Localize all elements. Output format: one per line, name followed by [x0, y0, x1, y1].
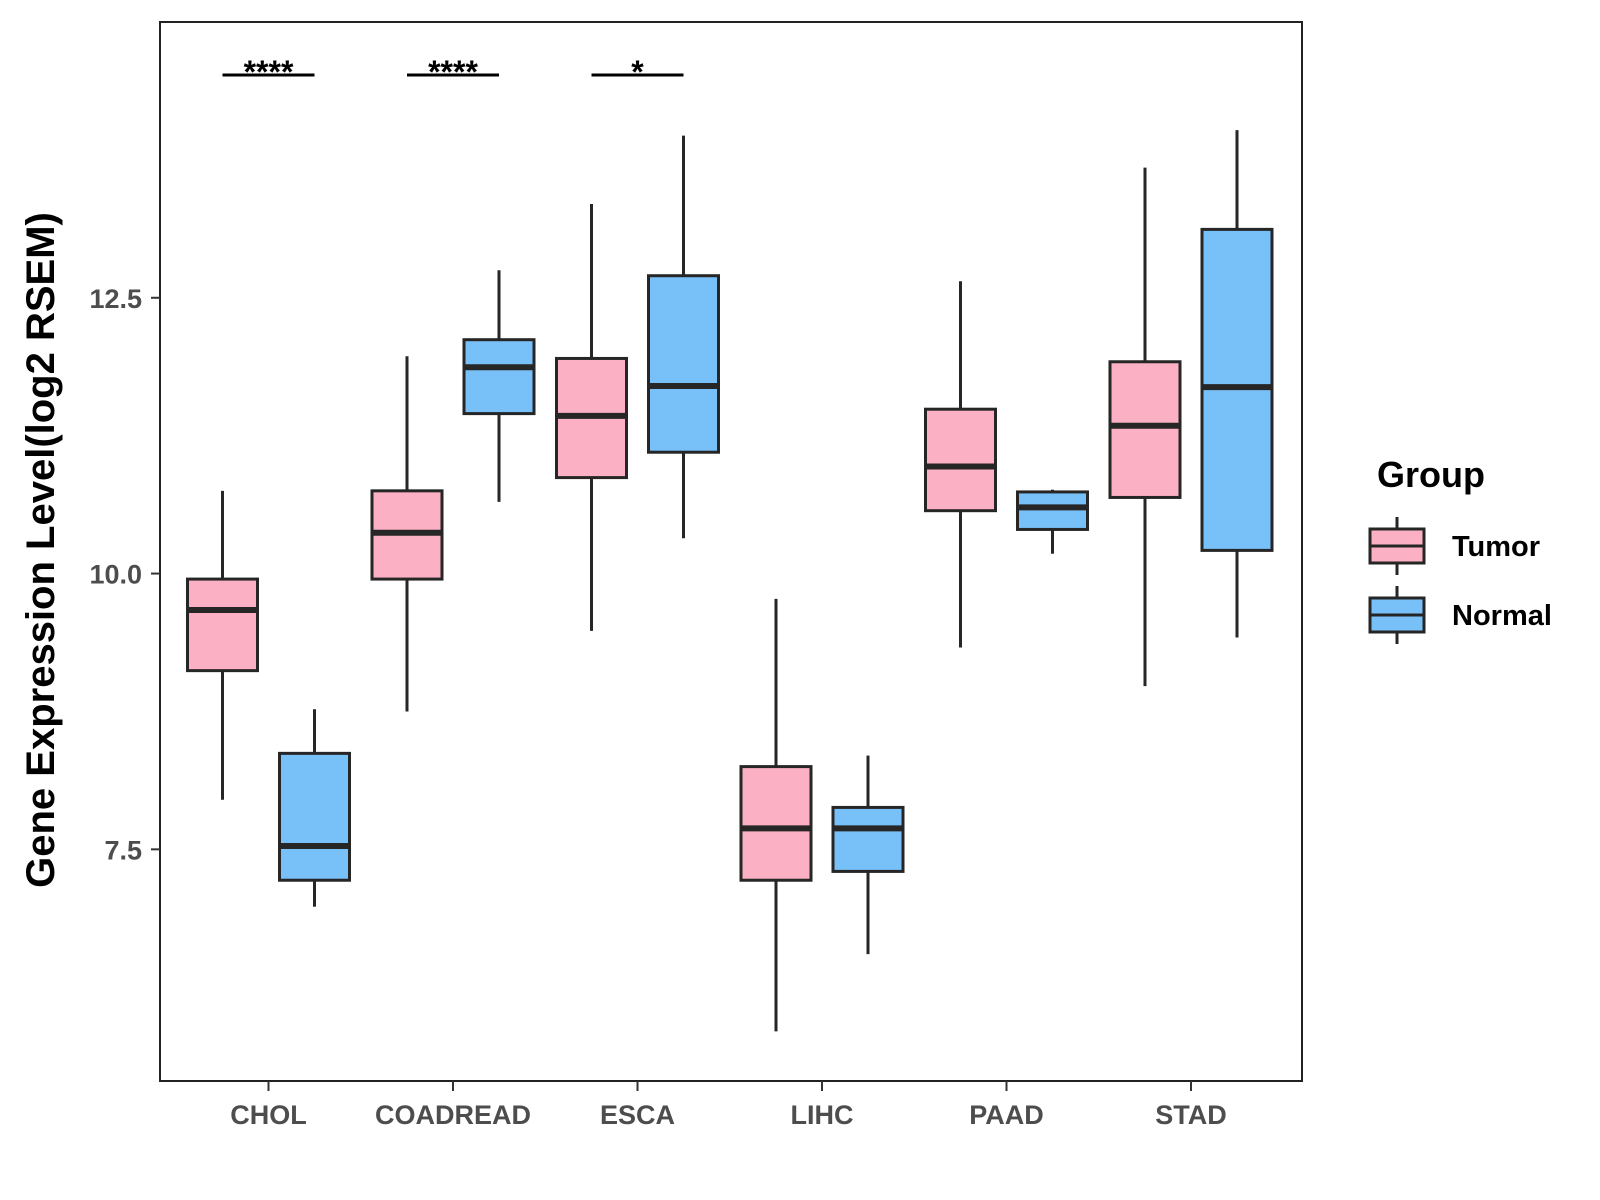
x-tick-label-coadread: COADREAD	[375, 1100, 531, 1130]
box-tumor-stad	[1108, 360, 1182, 499]
y-axis-label: Gene Expression Level(log2 RSEM)	[19, 212, 63, 888]
sig-label-coadread: ****	[428, 54, 478, 90]
x-tick-label-lihc: LIHC	[791, 1100, 854, 1130]
box-normal-chol	[278, 751, 351, 882]
legend-items: Tumor Normal	[1368, 517, 1552, 644]
whiskers	[221, 130, 1239, 1032]
legend: Group Tumor Normal	[1368, 454, 1552, 644]
x-tick-label-esca: ESCA	[600, 1100, 675, 1130]
sig-label-chol: ****	[244, 54, 294, 90]
medians	[187, 364, 1272, 850]
y-tick-label: 7.5	[104, 835, 142, 865]
panel-border	[159, 21, 1303, 1082]
legend-label-tumor: Tumor	[1452, 531, 1540, 563]
box-tumor-chol	[186, 577, 259, 673]
box-normal-esca	[647, 274, 720, 454]
legend-title: Group	[1377, 454, 1485, 495]
x-tick-label-stad: STAD	[1155, 1100, 1227, 1130]
box-tumor-lihc	[739, 765, 813, 882]
y-tick-label: 10.0	[89, 560, 142, 590]
box-normal-coadread	[462, 338, 536, 416]
axes: 7.5 10.0 12.5 CHOL COADREAD ESCA LIHC PAAD STAD	[89, 284, 1226, 1130]
sig-label-esca: *	[631, 54, 644, 90]
box-tumor-paad	[924, 407, 997, 513]
y-tick-label: 12.5	[89, 284, 142, 314]
box-normal-paad	[1016, 490, 1089, 531]
x-tick-label-chol: CHOL	[230, 1100, 307, 1130]
x-tick-label-paad: PAAD	[969, 1100, 1044, 1130]
box-normal-lihc	[831, 805, 905, 873]
significance-annotations: **** **** *	[222, 54, 684, 90]
plot-panel	[159, 21, 1303, 1082]
legend-label-normal: Normal	[1452, 600, 1552, 632]
